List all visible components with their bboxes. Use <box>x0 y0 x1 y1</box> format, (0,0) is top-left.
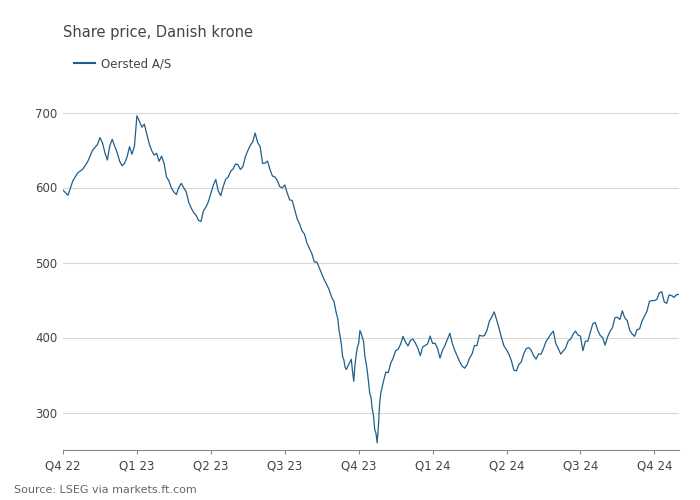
Legend: Oersted A/S: Oersted A/S <box>69 52 176 75</box>
Text: Share price, Danish krone: Share price, Danish krone <box>63 25 253 40</box>
Text: Source: LSEG via markets.ft.com: Source: LSEG via markets.ft.com <box>14 485 197 495</box>
